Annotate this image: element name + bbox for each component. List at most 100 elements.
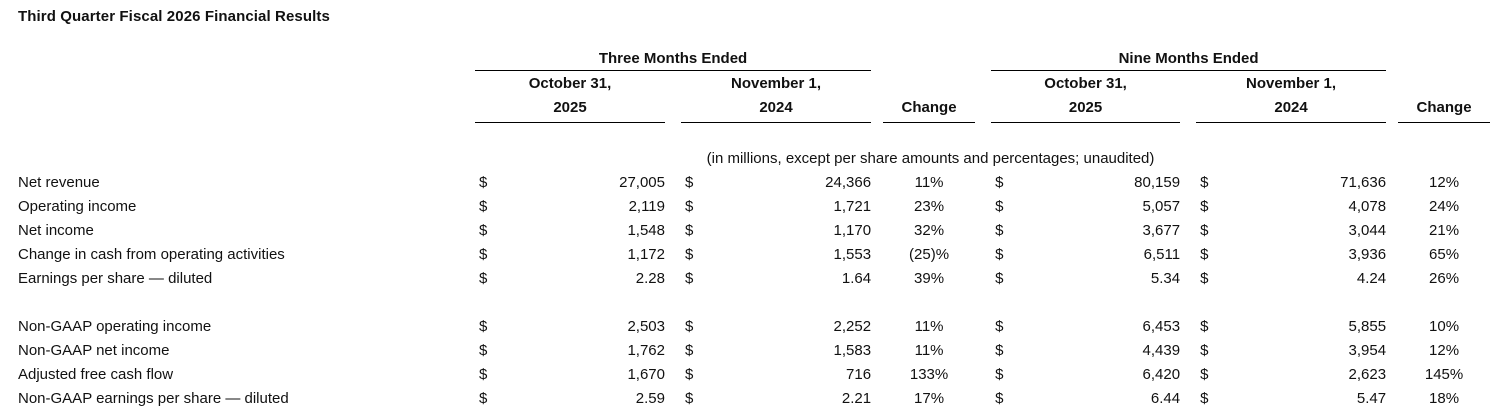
change-tm: 11% xyxy=(914,173,944,191)
spacer-cell xyxy=(871,386,883,410)
spacer-cell xyxy=(1386,338,1398,362)
spacer-cell xyxy=(1386,314,1398,338)
spacer-cell xyxy=(665,170,681,194)
value-nm-2025: 80,159 xyxy=(1134,173,1181,191)
dollar-sign: $ xyxy=(1200,173,1209,191)
dollar-sign: $ xyxy=(685,365,694,383)
column-header-month-row: October 31, November 1, October 31, Nove… xyxy=(18,70,1490,96)
col-header-tm-fy2025-year: 2024 xyxy=(681,96,872,123)
value-tm-2025: 1,762 xyxy=(627,341,665,359)
value-tm-2024: 24,366 xyxy=(825,173,872,191)
change-nm: 21% xyxy=(1429,221,1460,239)
group-gap-row xyxy=(18,290,1490,314)
spacer-cell xyxy=(975,48,991,70)
value-nm-2025: 5.34 xyxy=(1150,269,1181,287)
dollar-sign: $ xyxy=(1200,389,1209,407)
spacer-cell xyxy=(1180,338,1196,362)
dollar-sign: $ xyxy=(479,365,488,383)
spacer-cell xyxy=(1386,96,1398,122)
table-row-net-revenue: Net revenue $ 27,005 $ 24,366 11% $ 80,1… xyxy=(18,170,1490,194)
dollar-sign: $ xyxy=(1200,365,1209,383)
dollar-sign: $ xyxy=(995,197,1004,215)
spacer-cell xyxy=(1180,194,1196,218)
dollar-sign: $ xyxy=(479,269,488,287)
row-label: Non-GAAP earnings per share — diluted xyxy=(18,389,289,407)
value-nm-2025: 6,453 xyxy=(1142,317,1181,335)
units-note: (in millions, except per share amounts a… xyxy=(706,149,1155,167)
change-tm: 133% xyxy=(909,365,949,383)
spacer-cell xyxy=(665,362,681,386)
spacer-cell xyxy=(18,48,475,70)
dollar-sign: $ xyxy=(685,341,694,359)
group-header-row: Three Months Ended Nine Months Ended xyxy=(18,48,1490,71)
spacer-cell xyxy=(975,170,991,194)
spacer-cell xyxy=(18,290,1490,314)
dollar-sign: $ xyxy=(995,221,1004,239)
table-row-adjusted-free-cash-flow: Adjusted free cash flow $ 1,670 $ 716 13… xyxy=(18,362,1490,386)
col-header-nm-change: Change xyxy=(1398,96,1491,123)
value-tm-2025: 2,119 xyxy=(628,197,665,215)
value-tm-2025: 27,005 xyxy=(619,173,665,191)
dollar-sign: $ xyxy=(995,389,1004,407)
spacer-cell xyxy=(975,266,991,290)
col-group-three-months-ended: Three Months Ended xyxy=(475,48,872,71)
change-nm: 24% xyxy=(1429,197,1460,215)
row-label: Non-GAAP net income xyxy=(18,341,170,359)
value-tm-2025: 2.28 xyxy=(635,269,665,287)
dollar-sign: $ xyxy=(995,245,1004,263)
dollar-sign: $ xyxy=(995,341,1004,359)
spacer-cell xyxy=(871,242,883,266)
spacer-cell xyxy=(18,122,1490,146)
dollar-sign: $ xyxy=(479,317,488,335)
value-nm-2025: 5,057 xyxy=(1142,197,1181,215)
spacer-cell xyxy=(1386,386,1398,410)
value-nm-2024: 4.24 xyxy=(1356,269,1387,287)
spacer-cell xyxy=(1386,242,1398,266)
change-tm: (25)% xyxy=(909,245,950,263)
dollar-sign: $ xyxy=(479,173,488,191)
spacer-cell xyxy=(975,96,991,122)
spacer-cell xyxy=(871,314,883,338)
value-nm-2024: 2,623 xyxy=(1348,365,1387,383)
spacer-cell xyxy=(871,96,883,122)
spacer-cell xyxy=(18,96,475,122)
spacer-cell xyxy=(1398,48,1490,70)
value-nm-2024: 3,936 xyxy=(1348,245,1387,263)
column-header-year-row: 2025 2024 Change 2025 2024 Change xyxy=(18,96,1491,123)
value-tm-2024: 1,170 xyxy=(833,221,872,239)
value-tm-2024: 2.21 xyxy=(841,389,872,407)
row-label: Net revenue xyxy=(18,173,100,191)
value-tm-2025: 2.59 xyxy=(635,389,665,407)
change-nm: 12% xyxy=(1429,341,1460,359)
value-tm-2024: 1,721 xyxy=(833,197,872,215)
spacer-cell xyxy=(1386,48,1398,70)
value-tm-2025: 1,670 xyxy=(627,365,665,383)
spacer-cell xyxy=(665,242,681,266)
value-nm-2024: 71,636 xyxy=(1340,173,1387,191)
value-tm-2025: 2,503 xyxy=(627,317,665,335)
value-tm-2025: 1,548 xyxy=(627,221,665,239)
row-label: Change in cash from operating activities xyxy=(18,245,285,263)
col-header-tm-fy2026-month: October 31, xyxy=(528,75,612,92)
dollar-sign: $ xyxy=(685,245,694,263)
spacer-cell xyxy=(975,386,991,410)
spacer-cell xyxy=(975,362,991,386)
col-header-nm-fy2026-month: October 31, xyxy=(1044,75,1127,92)
spacer-cell xyxy=(1180,70,1196,96)
row-label: Operating income xyxy=(18,197,137,215)
dollar-sign: $ xyxy=(479,245,488,263)
value-nm-2024: 3,044 xyxy=(1348,221,1387,239)
value-tm-2024: 716 xyxy=(846,365,872,383)
dollar-sign: $ xyxy=(479,221,488,239)
table-row-eps-diluted: Earnings per share — diluted $ 2.28 $ 1.… xyxy=(18,266,1490,290)
value-tm-2024: 1,583 xyxy=(833,341,872,359)
table-row-non-gaap-operating-income: Non-GAAP operating income $ 2,503 $ 2,25… xyxy=(18,314,1490,338)
value-tm-2025: 1,172 xyxy=(627,245,665,263)
spacer-cell xyxy=(975,218,991,242)
spacer-cell xyxy=(665,194,681,218)
spacer-cell xyxy=(883,48,975,70)
value-nm-2024: 5.47 xyxy=(1356,389,1387,407)
spacer-cell xyxy=(975,314,991,338)
section-title: Third Quarter Fiscal 2026 Financial Resu… xyxy=(18,8,330,25)
spacer-cell xyxy=(871,266,883,290)
